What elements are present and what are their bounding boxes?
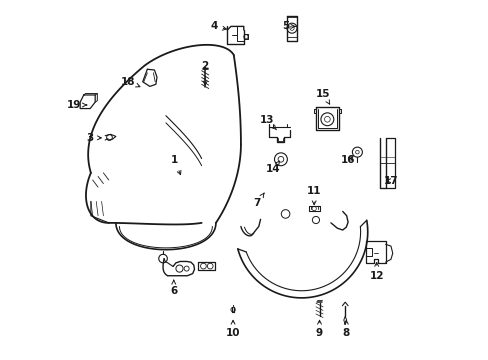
Text: 16: 16	[340, 156, 355, 165]
Text: 10: 10	[225, 320, 240, 338]
Text: 15: 15	[315, 89, 330, 104]
Text: 4: 4	[210, 21, 226, 31]
Text: 18: 18	[121, 77, 140, 87]
Text: 2: 2	[201, 61, 208, 85]
Text: 1: 1	[171, 156, 181, 175]
Text: 5: 5	[282, 21, 295, 31]
Text: 13: 13	[259, 115, 276, 130]
Text: 9: 9	[315, 320, 323, 338]
Text: 14: 14	[265, 161, 280, 174]
Text: 7: 7	[253, 193, 264, 208]
Text: 17: 17	[383, 176, 397, 186]
Text: 12: 12	[368, 262, 383, 281]
Text: 19: 19	[66, 100, 86, 110]
Text: 8: 8	[342, 320, 349, 338]
Text: 6: 6	[170, 280, 177, 296]
Text: 3: 3	[86, 133, 101, 143]
Text: 11: 11	[306, 186, 321, 205]
